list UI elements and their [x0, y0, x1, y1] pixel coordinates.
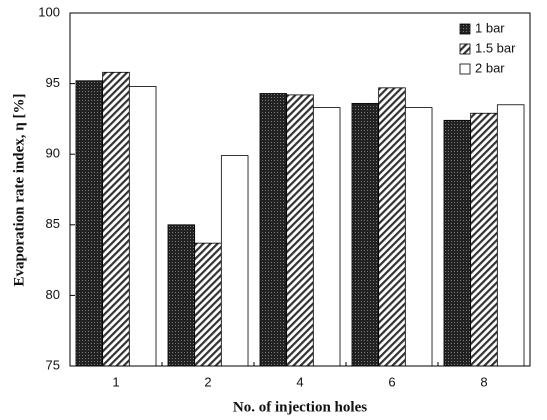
bar — [194, 242, 222, 367]
bar — [75, 80, 104, 367]
legend-swatch — [459, 63, 471, 75]
bar — [378, 87, 406, 367]
bar — [470, 112, 498, 367]
bar — [128, 86, 157, 367]
bar — [286, 94, 314, 367]
y-axis-label: Evaporation rate index, η [%] — [11, 93, 27, 286]
bar — [443, 119, 472, 367]
bar — [102, 71, 130, 367]
legend-label: 1.5 bar — [475, 40, 516, 55]
x-tick-label: 4 — [296, 374, 303, 389]
y-tick-label: 90 — [46, 146, 60, 161]
x-tick-label: 1 — [112, 374, 119, 389]
bar — [312, 107, 341, 367]
x-axis-label: No. of injection holes — [233, 399, 367, 415]
y-tick-label: 80 — [46, 287, 60, 302]
x-tick-label: 2 — [204, 374, 211, 389]
bar — [259, 93, 288, 367]
legend-swatch — [459, 23, 471, 35]
bar — [220, 155, 249, 367]
y-tick-label: 100 — [38, 4, 60, 19]
y-tick-label: 85 — [46, 216, 60, 231]
bar — [404, 107, 433, 367]
bar — [496, 104, 525, 367]
plot-frame — [69, 12, 531, 367]
bar — [351, 102, 380, 367]
x-tick-label: 6 — [388, 374, 395, 389]
legend-label: 1 bar — [475, 20, 505, 35]
bar — [167, 224, 196, 367]
y-tick-label: 95 — [46, 75, 60, 90]
x-tick-label: 8 — [480, 374, 487, 389]
legend-swatch — [459, 43, 471, 55]
y-tick-label: 75 — [46, 357, 60, 372]
legend-label: 2 bar — [475, 60, 505, 75]
